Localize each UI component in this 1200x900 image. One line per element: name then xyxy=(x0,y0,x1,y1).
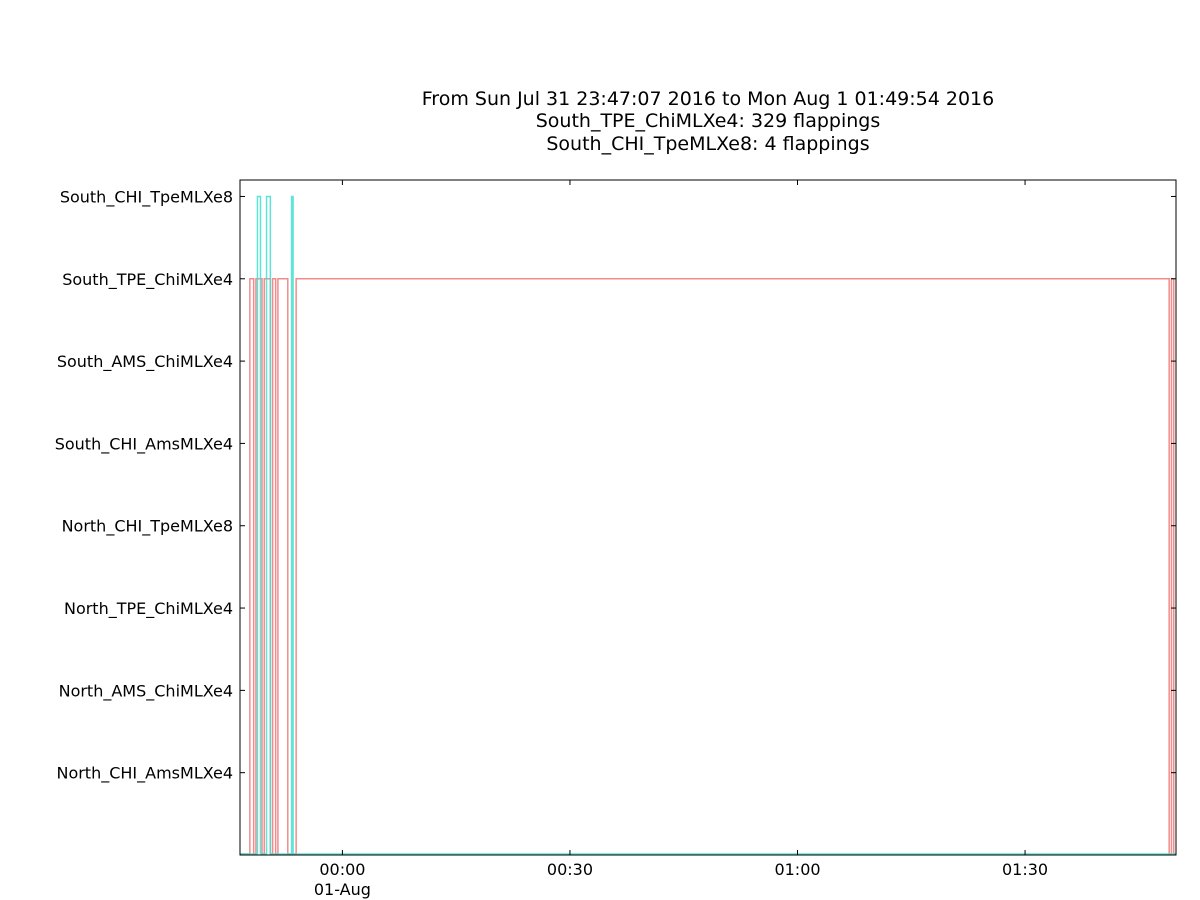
y-tick-label: South_AMS_ChiMLXe4 xyxy=(57,352,233,372)
title-line-3: South_CHI_TpeMLXe8: 4 flappings xyxy=(546,133,869,155)
x-tick-label: 00:30 xyxy=(547,860,593,879)
y-tick-label: North_CHI_TpeMLXe8 xyxy=(62,517,233,537)
x-tick-label: 01:30 xyxy=(1002,860,1048,879)
series-line-1 xyxy=(240,195,1176,855)
y-tick-label: South_TPE_ChiMLXe4 xyxy=(62,270,233,290)
plot-frame xyxy=(239,179,1177,856)
y-tick-label: North_TPE_ChiMLXe4 xyxy=(64,599,233,619)
chart-title: From Sun Jul 31 23:47:07 2016 to Mon Aug… xyxy=(422,88,994,155)
y-axis: North_CHI_AmsMLXe4 North_AMS_ChiMLXe4 Nort… xyxy=(55,187,1176,784)
y-tick-label: North_CHI_AmsMLXe4 xyxy=(56,764,233,784)
title-line-2: South_TPE_ChiMLXe4: 329 flappings xyxy=(536,110,881,132)
series-line-0 xyxy=(240,278,1176,855)
title-line-1: From Sun Jul 31 23:47:07 2016 to Mon Aug… xyxy=(422,88,994,110)
y-tick-label: North_AMS_ChiMLXe4 xyxy=(59,681,233,701)
x-tick-label: 01:00 xyxy=(774,860,820,879)
y-tick-label: South_CHI_TpeMLXe8 xyxy=(60,187,233,207)
x-tick-sublabel: 01-Aug xyxy=(314,880,371,899)
plot-series xyxy=(240,195,1176,855)
y-tick-label: South_CHI_AmsMLXe4 xyxy=(55,434,233,454)
x-tick-label: 00:00 xyxy=(319,860,365,879)
